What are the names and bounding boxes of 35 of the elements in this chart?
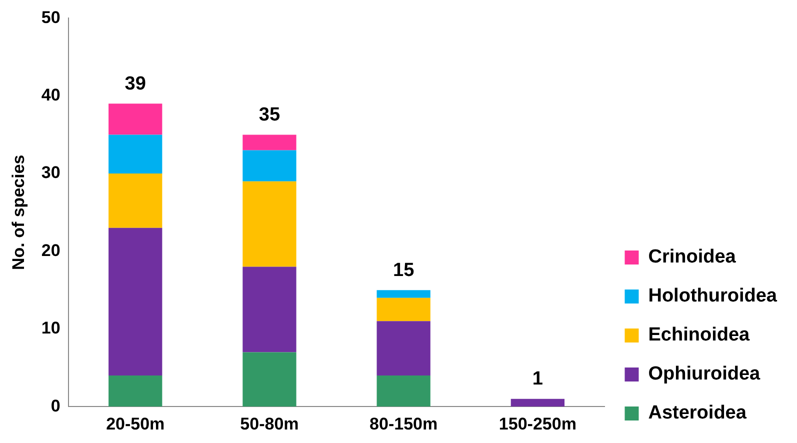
bar [242, 181, 296, 267]
bar [108, 134, 162, 174]
bar [242, 150, 296, 182]
bar [376, 321, 430, 376]
legend-label: Holothuroidea [648, 286, 778, 307]
bar [242, 266, 296, 352]
bar [108, 174, 162, 228]
y-tick-label: 40 [41, 86, 60, 105]
legend-label: Ophiuroidea [648, 364, 761, 385]
y-tick-label: 30 [41, 163, 60, 182]
x-tick-label: 50-80m [240, 414, 299, 434]
legend-label: Echinoidea [648, 324, 750, 346]
legend-label: Asteroidea [648, 402, 747, 424]
y-tick-label: 10 [41, 318, 60, 338]
bar [108, 228, 162, 376]
bar [376, 298, 430, 322]
bar [108, 104, 162, 135]
total-label: 39 [124, 73, 146, 94]
bar [108, 376, 162, 407]
x-tick-label: 150-250m [498, 414, 576, 434]
bar [376, 376, 430, 407]
total-label: 35 [258, 104, 280, 126]
bar [242, 134, 296, 150]
x-tick-label: 20-50m [106, 414, 165, 434]
y-tick-label: 20 [41, 240, 60, 260]
y-tick-label: 50 [41, 8, 60, 27]
y-tick-label: 0 [50, 396, 60, 416]
legend-label: Crinoidea [648, 246, 736, 268]
bar [242, 352, 296, 407]
bar [376, 290, 430, 298]
total-label: 15 [393, 260, 415, 281]
x-tick-label: 80-150m [370, 414, 438, 434]
total-label: 1 [532, 368, 544, 390]
bar [510, 398, 564, 407]
y-axis-title: No. of species [8, 154, 28, 270]
